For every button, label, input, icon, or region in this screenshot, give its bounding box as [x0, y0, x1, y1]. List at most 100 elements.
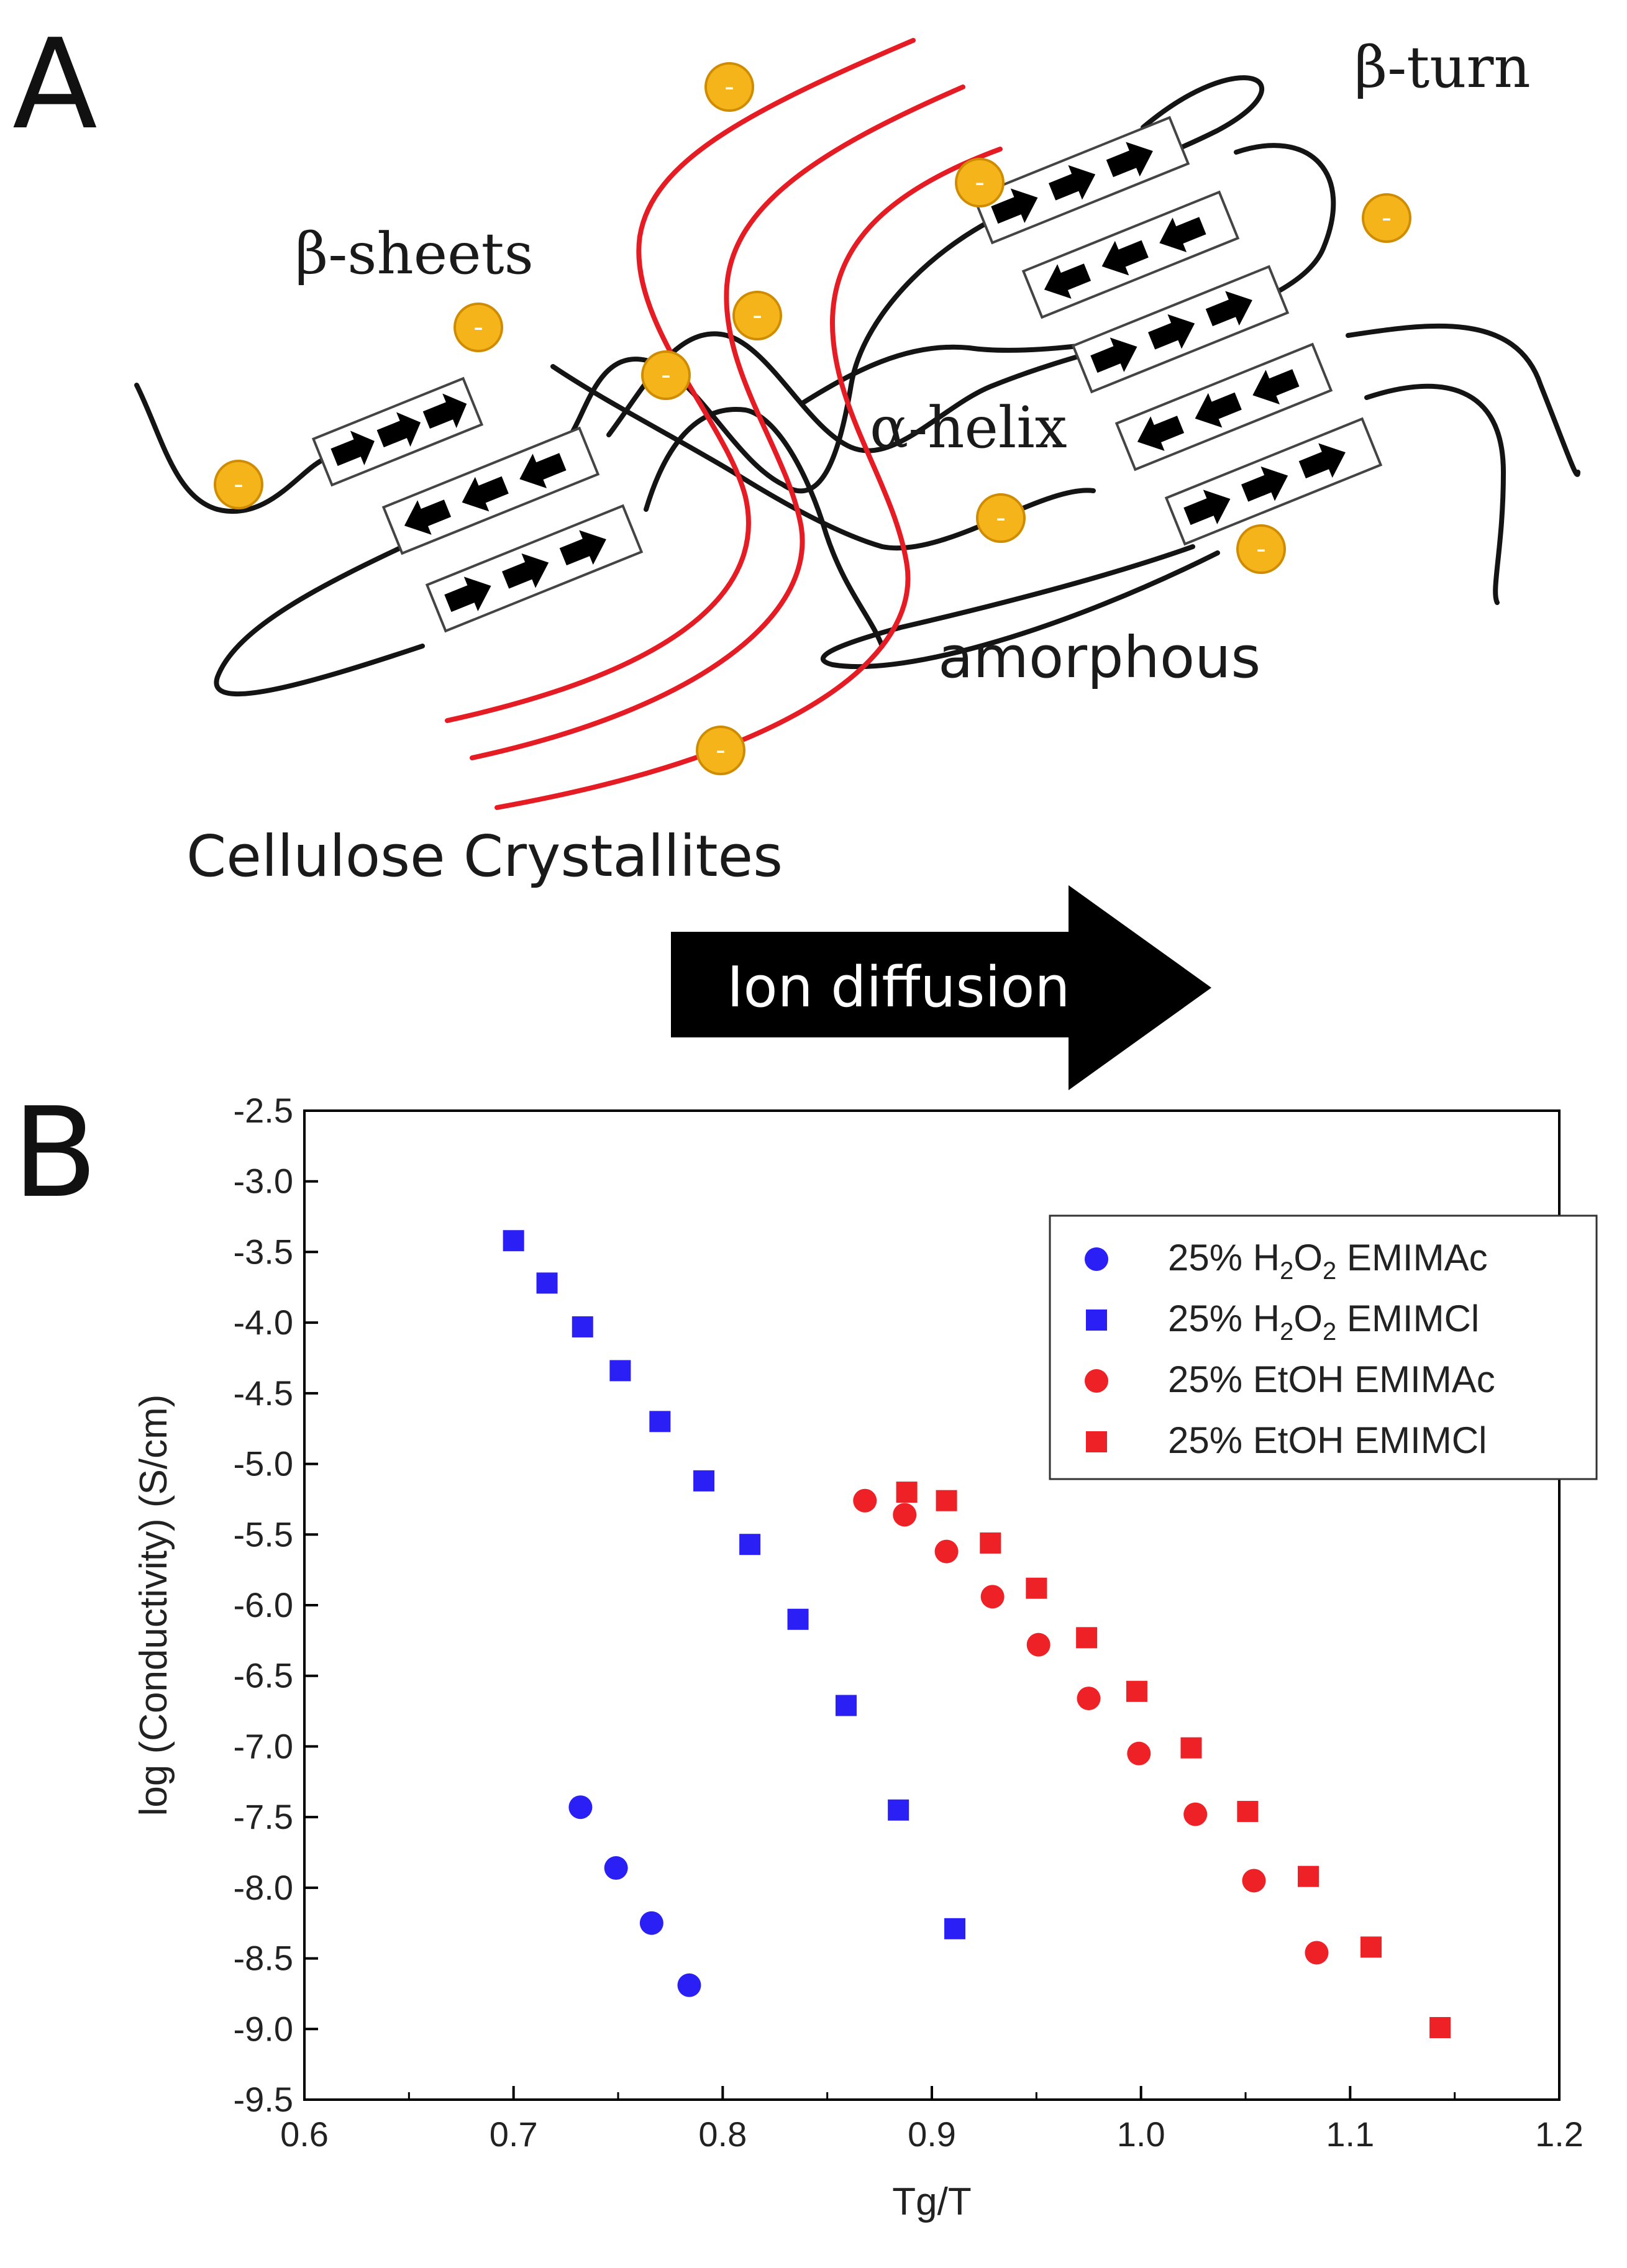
- data-point: [604, 1856, 628, 1880]
- x-axis-title: Tg/T: [892, 2180, 971, 2223]
- ion-3-charge: -: [1382, 202, 1392, 234]
- y-tick-label: -8.0: [234, 1868, 294, 1907]
- ion-8-charge: -: [996, 502, 1006, 534]
- ion-7: -: [214, 460, 263, 509]
- data-point: [503, 1230, 524, 1252]
- legend-marker: [1085, 1247, 1108, 1271]
- panel-a-letter: A: [12, 12, 98, 157]
- ion-8: -: [976, 493, 1026, 543]
- ion-2: -: [955, 158, 1005, 207]
- data-point: [1127, 1741, 1151, 1765]
- ion-1: -: [704, 62, 754, 112]
- legend-marker: [1085, 1369, 1108, 1393]
- beta-strand-right-4: [1114, 342, 1333, 471]
- data-point: [980, 1532, 1001, 1554]
- data-point: [536, 1272, 558, 1294]
- data-point: [677, 1973, 701, 1997]
- data-point: [944, 1918, 966, 1939]
- ion-9-charge: -: [1256, 533, 1266, 565]
- beta-strand-right-5: [1164, 417, 1383, 546]
- y-tick-label: -3.5: [234, 1232, 294, 1271]
- y-tick-label: -5.0: [234, 1444, 294, 1483]
- legend: 25% H2O2 EMIMAc 25% H2O2 EMIMCl 25% EtOH E…: [1049, 1214, 1598, 1480]
- ion-4-charge: -: [473, 311, 483, 343]
- data-point: [888, 1799, 909, 1821]
- data-point: [1026, 1633, 1050, 1657]
- y-tick-label: -6.0: [234, 1585, 294, 1624]
- label-cellulose-crystallites: Cellulose Crystallites: [186, 823, 783, 890]
- scatter-chart: 0.6 0.7 0.8 0.9 1.0 1.1 1.2 -2.5 -3.0 -3.5 -4.0 -4…: [132, 1091, 1598, 2223]
- data-point: [1076, 1627, 1098, 1649]
- legend-label: 25% EtOH EMIMCl: [1168, 1419, 1487, 1461]
- y-tick-label: -6.5: [234, 1656, 294, 1695]
- x-tick-label: 0.8: [698, 2115, 747, 2154]
- polymer-chain-3: [134, 383, 326, 514]
- x-tick-label: 1.1: [1326, 2115, 1374, 2154]
- y-axis-title: log (Conductivity) (S/cm): [132, 1395, 175, 1816]
- data-point: [936, 1490, 957, 1511]
- y-tick-label: -3.0: [234, 1162, 294, 1201]
- panel-b: B 0.6 0.7 0.8 0.9 1.0 1.1 1.2 -2.5 -3.0 -3.5 -4.0…: [12, 1081, 1598, 2223]
- series-2: [503, 1230, 966, 1939]
- data-point: [787, 1608, 809, 1630]
- data-point: [1077, 1687, 1101, 1711]
- panel-b-letter: B: [12, 1081, 98, 1226]
- x-tick-label: 0.9: [908, 2115, 956, 2154]
- ion-6-charge: -: [661, 359, 671, 391]
- data-point: [568, 1795, 593, 1819]
- beta-strand-right-1: [972, 116, 1190, 245]
- y-axis: -2.5 -3.0 -3.5 -4.0 -4.5 -5.0 -5.5 -6.0 -6.5 -7.0…: [234, 1091, 318, 2119]
- data-series: [503, 1230, 1451, 2039]
- data-point: [934, 1539, 959, 1564]
- legend-marker: [1086, 1431, 1107, 1452]
- beta-strand-right-2: [1021, 190, 1240, 319]
- series-1: [568, 1795, 701, 1997]
- series-3: [853, 1488, 1329, 1965]
- legend-marker: [1086, 1309, 1107, 1331]
- data-point: [739, 1534, 761, 1555]
- polymer-chain-8: [1346, 323, 1580, 477]
- ion-1-charge: -: [724, 71, 734, 102]
- y-tick-label: -9.0: [234, 2009, 294, 2048]
- polymer-chain-6: [644, 407, 885, 649]
- data-point: [639, 1911, 663, 1935]
- label-beta-sheets: β-sheets: [295, 221, 534, 287]
- data-point: [1126, 1680, 1147, 1702]
- panel-a: A: [12, 12, 1580, 1090]
- y-tick-label: -4.5: [234, 1373, 294, 1413]
- legend-label: 25% EtOH EMIMAc: [1168, 1359, 1495, 1400]
- ion-9: -: [1236, 524, 1286, 574]
- ion-diffusion-arrow: Ion diffusion: [671, 885, 1211, 1090]
- cellulose-chain-3: [494, 147, 1003, 810]
- data-point: [896, 1482, 918, 1503]
- series-4: [896, 1482, 1451, 2039]
- y-tick-label: -5.5: [234, 1514, 294, 1554]
- legend-label: 25% H2O2 EMIMAc: [1168, 1237, 1488, 1285]
- label-beta-turn: β-turn: [1354, 34, 1531, 101]
- ion-7-charge: -: [234, 468, 244, 500]
- x-tick-label: 0.6: [280, 2115, 329, 2154]
- ion-5-charge: -: [752, 299, 762, 331]
- x-tick-label: 1.0: [1117, 2115, 1165, 2154]
- data-point: [693, 1470, 715, 1492]
- data-point: [980, 1585, 1005, 1609]
- label-amorphous: amorphous: [938, 624, 1260, 691]
- cellulose-chain-2: [470, 84, 965, 760]
- y-tick-label: -7.0: [234, 1726, 294, 1765]
- data-point: [572, 1316, 593, 1337]
- ion-10: -: [696, 726, 745, 775]
- ion-4: -: [453, 303, 503, 352]
- legend-label: 25% H2O2 EMIMCl: [1168, 1298, 1479, 1346]
- beta-strand-right-3: [1071, 265, 1290, 394]
- y-tick-label: -2.5: [234, 1091, 294, 1130]
- data-point: [1180, 1737, 1202, 1759]
- beta-strand-left-2: [381, 426, 600, 555]
- x-tick-label: 1.2: [1535, 2115, 1584, 2154]
- legend-item-1: 25% H2O2 EMIMAc: [1085, 1237, 1488, 1285]
- data-point: [1298, 1865, 1319, 1887]
- polymer-chain-9: [1364, 383, 1506, 605]
- legend-box: [1049, 1214, 1598, 1480]
- y-tick-label: -8.5: [234, 1939, 294, 1978]
- data-point: [1026, 1577, 1047, 1599]
